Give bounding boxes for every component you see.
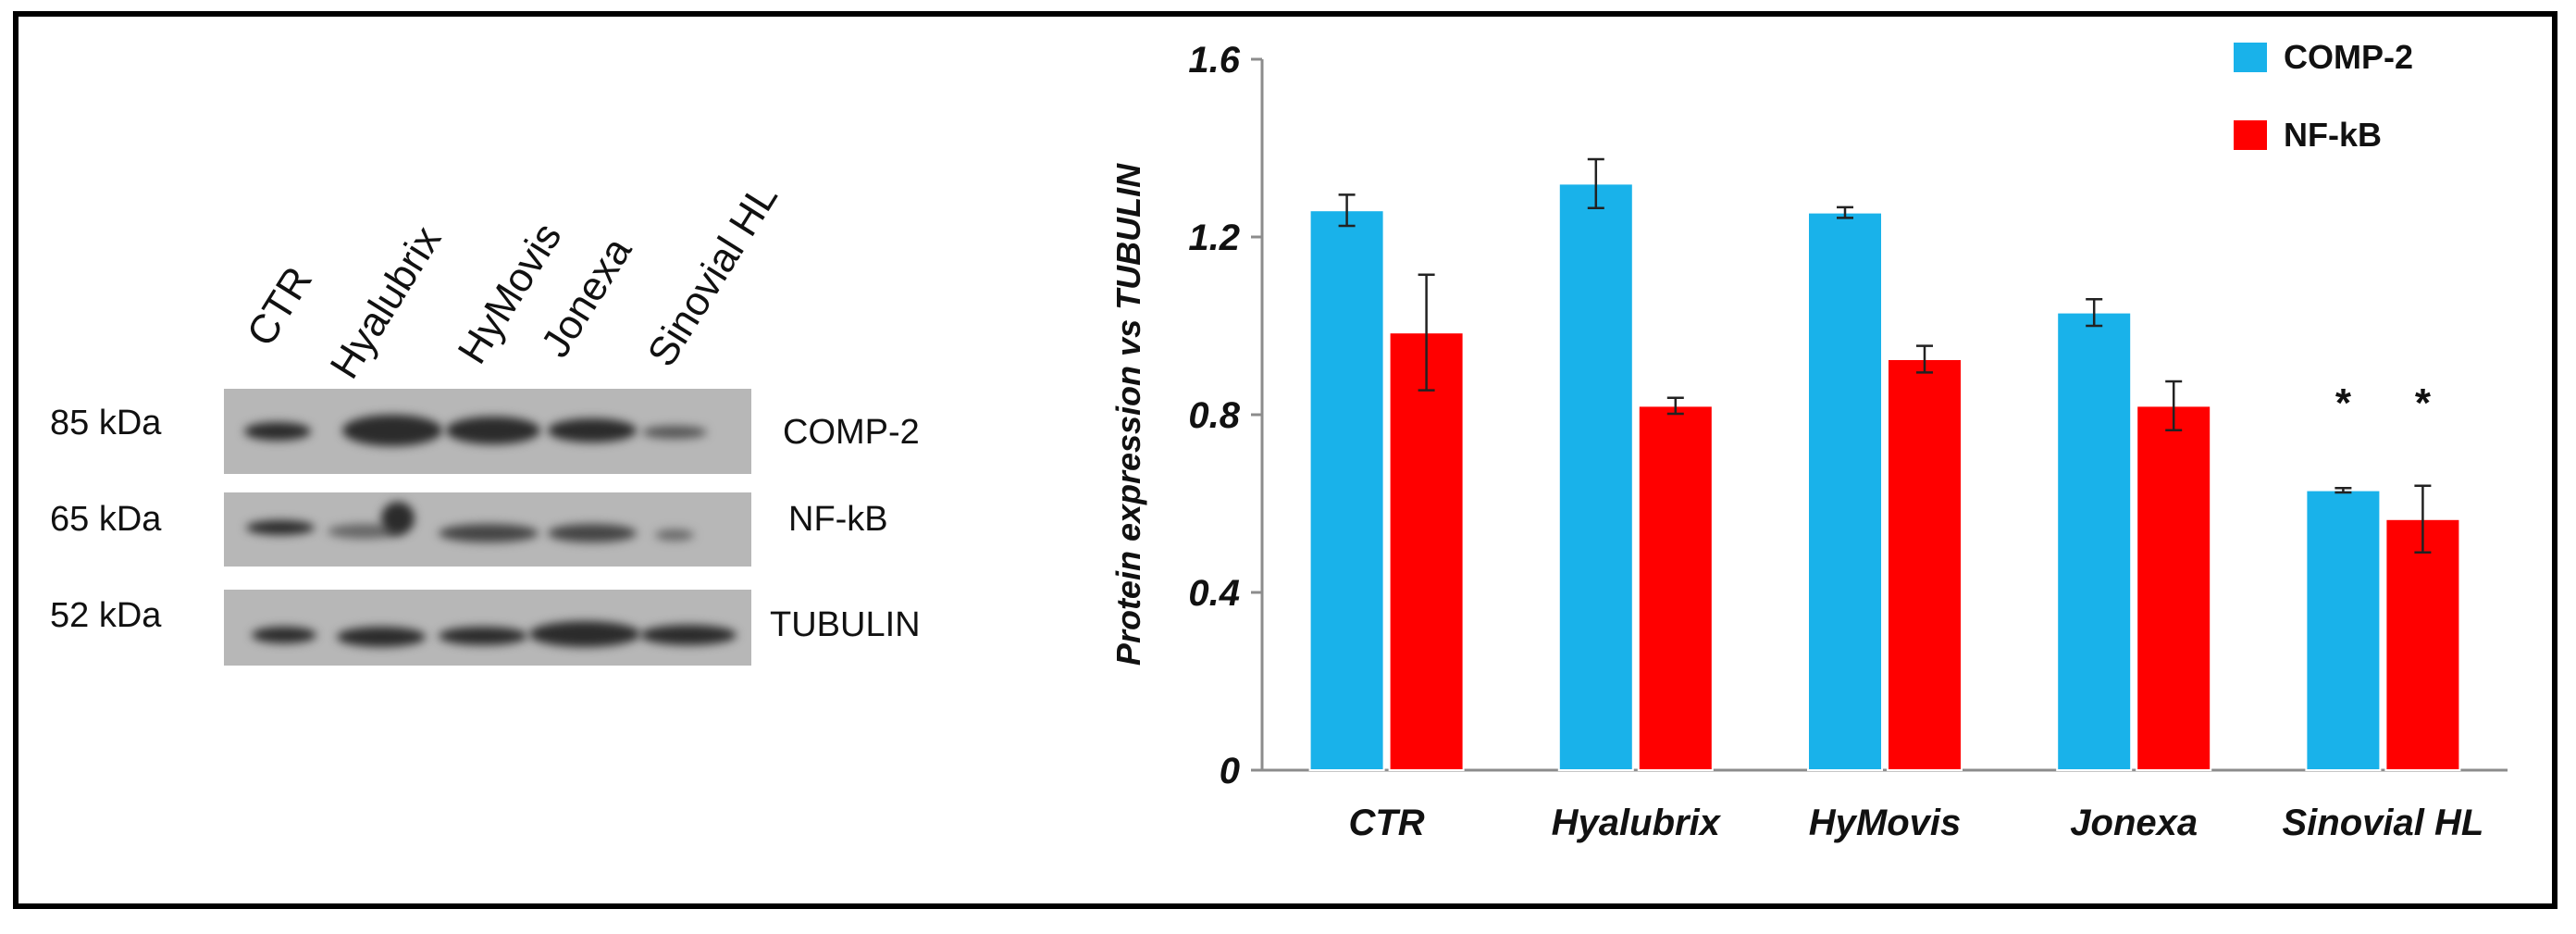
legend-label-comp-2: COMP-2: [2284, 38, 2413, 76]
bar-comp-2-sinovial-hl: [2305, 489, 2382, 771]
x-tick-label: Jonexa: [2070, 803, 2198, 843]
x-tick-label: HyMovis: [1809, 803, 1962, 843]
bar-comp-2-ctr: [1308, 209, 1385, 771]
legend-swatch-nf-kb: [2234, 120, 2267, 150]
lane-label-ctr: CTR: [238, 258, 322, 355]
band: [548, 418, 637, 442]
band: [342, 415, 442, 446]
lane-label-hyalubrix: Hyalubrix: [321, 218, 451, 387]
blot-strip-nfkb: [224, 492, 751, 567]
bar-comp-2-hyalubrix: [1557, 182, 1634, 771]
band: [529, 621, 640, 647]
y-tick-label: 1.2: [1188, 218, 1240, 258]
band: [252, 627, 316, 643]
lane-label-sinovial-hl: Sinovial HL: [638, 175, 787, 375]
y-tick-label: 1.6: [1188, 40, 1240, 81]
band: [640, 625, 737, 645]
band: [244, 422, 311, 441]
kda-label-tubulin: 52 kDa: [50, 596, 162, 635]
bar-nf-kb-jonexa: [2136, 405, 2212, 771]
bar-nf-kb-sinovial-hl: [2384, 517, 2461, 771]
band: [246, 520, 315, 535]
kda-label-comp2: 85 kDa: [50, 404, 162, 442]
bar-comp-2-hymovis: [1807, 211, 1883, 772]
protein-label-comp2: COMP-2: [783, 413, 920, 452]
kda-label-nfkb: 65 kDa: [50, 500, 162, 539]
x-tick-label: Hyalubrix: [1552, 803, 1722, 843]
band: [642, 426, 707, 439]
significance-marker: *: [2415, 380, 2432, 426]
western-blot-panel: CTR Hyalubrix HyMovis Jonexa Sinovial HL…: [0, 0, 1110, 929]
y-tick-label: 0.8: [1188, 395, 1240, 436]
band: [337, 627, 426, 647]
bar-nf-kb-hyalubrix: [1637, 405, 1714, 771]
bar-chart-panel: 0 0.4 0.8 1.2 1.6 Protein expression vs TUBUL…: [1064, 0, 2576, 929]
x-tick-label: Sinovial HL: [2282, 803, 2483, 843]
y-tick-label: 0: [1220, 751, 1240, 791]
protein-label-tubulin: TUBULIN: [770, 605, 921, 644]
bar-nf-kb-hymovis: [1887, 358, 1963, 771]
blot-strip-comp2: [224, 389, 751, 474]
legend-label-nf-kb: NF-kB: [2284, 116, 2382, 154]
y-tick-label: 0.4: [1188, 573, 1240, 614]
bar-comp-2-jonexa: [2056, 311, 2133, 771]
figure-frame: [13, 11, 2557, 909]
blot-strip-tubulin: [224, 590, 751, 666]
band: [439, 627, 527, 645]
y-axis-label: Protein expression vs TUBULIN: [1109, 163, 1147, 666]
band: [381, 502, 415, 535]
band: [655, 529, 694, 541]
band: [446, 417, 540, 444]
band: [328, 524, 402, 539]
x-tick-label: CTR: [1348, 803, 1424, 843]
legend-swatch-comp-2: [2234, 43, 2267, 72]
protein-label-nfkb: NF-kB: [788, 500, 888, 539]
band: [548, 524, 637, 542]
bar-chart: 0 0.4 0.8 1.2 1.6 Protein expression vs TUBUL…: [1109, 38, 2508, 843]
band: [439, 524, 539, 542]
bar-nf-kb-ctr: [1388, 331, 1465, 771]
significance-marker: *: [2335, 380, 2352, 426]
